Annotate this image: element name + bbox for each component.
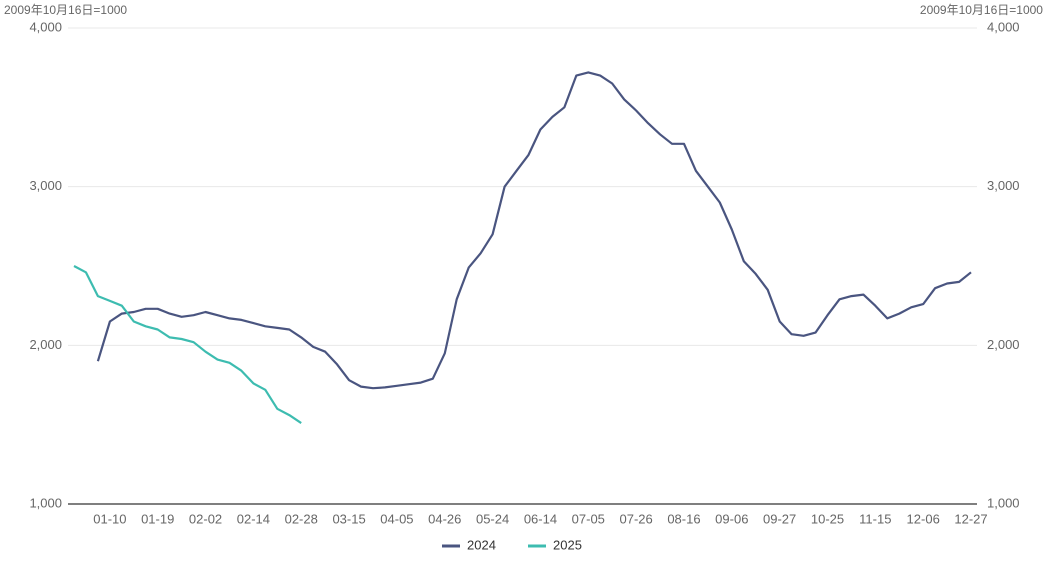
y-axis-label: 2009年10月16日=1000 [4, 3, 127, 17]
y2-tick-label: 3,000 [987, 178, 1020, 193]
x-tick-label: 05-24 [476, 511, 509, 526]
legend-label: 2024 [467, 537, 496, 552]
y2-axis-label: 2009年10月16日=1000 [920, 3, 1043, 17]
y-tick-label: 2,000 [29, 337, 62, 352]
x-tick-label: 06-14 [524, 511, 557, 526]
x-tick-label: 07-05 [572, 511, 605, 526]
x-tick-label: 02-14 [237, 511, 270, 526]
x-tick-label: 01-10 [93, 511, 126, 526]
y2-tick-label: 1,000 [987, 495, 1020, 510]
series-line [73, 265, 302, 425]
x-tick-label: 04-05 [380, 511, 413, 526]
x-tick-label: 03-15 [332, 511, 365, 526]
y-tick-label: 1,000 [29, 495, 62, 510]
x-tick-label: 09-06 [715, 511, 748, 526]
x-tick-label: 02-28 [285, 511, 318, 526]
y2-tick-label: 4,000 [987, 19, 1020, 34]
x-tick-label: 12-27 [954, 511, 987, 526]
x-tick-label: 08-16 [667, 511, 700, 526]
series-line [96, 71, 972, 390]
x-tick-label: 01-19 [141, 511, 174, 526]
x-tick-label: 11-15 [859, 511, 891, 526]
x-tick-label: 12-06 [907, 511, 940, 526]
x-tick-label: 09-27 [763, 511, 796, 526]
y-tick-label: 3,000 [29, 178, 62, 193]
x-tick-label: 10-25 [811, 511, 844, 526]
legend-label: 2025 [553, 537, 582, 552]
x-tick-label: 07-26 [620, 511, 653, 526]
y-tick-label: 4,000 [29, 19, 62, 34]
y2-tick-label: 2,000 [987, 337, 1020, 352]
x-tick-label: 04-26 [428, 511, 461, 526]
x-tick-label: 02-02 [189, 511, 222, 526]
